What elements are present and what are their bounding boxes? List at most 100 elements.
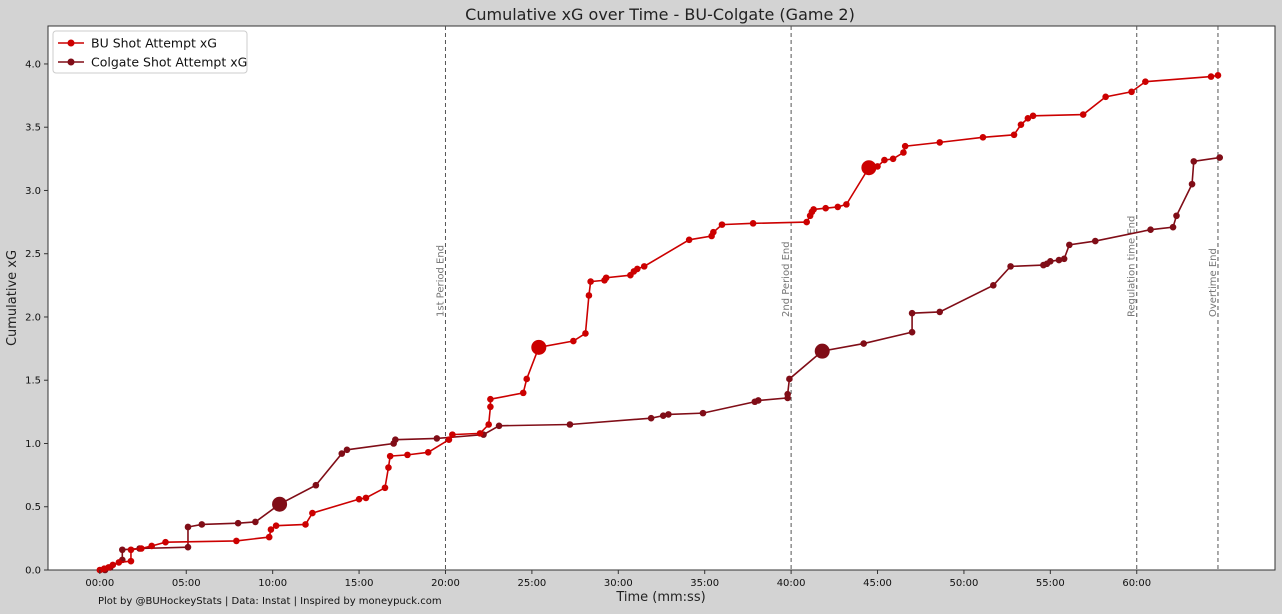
data-point [184,523,192,531]
y-axis-label: Cumulative xG [5,250,20,346]
y-tick-label: 3.0 [25,186,41,197]
data-point [1214,72,1222,79]
data-point [495,422,503,430]
data-point [523,375,531,383]
data-point [338,450,346,457]
data-point [1147,226,1154,233]
y-tick-label: 1.0 [25,439,41,450]
data-point [1188,180,1196,188]
goal-marker [272,496,288,512]
data-point [786,375,793,383]
data-point [485,421,492,428]
data-point [908,328,916,336]
goal-marker [861,160,877,176]
legend-label: Colgate Shot Attempt xG [91,55,247,70]
data-point [979,134,987,141]
y-tick-label: 1.5 [25,376,41,387]
data-point [936,308,944,316]
data-point [392,436,399,443]
data-point [272,522,280,530]
data-point [476,430,484,437]
data-point [115,559,123,566]
data-point [1010,131,1018,139]
data-point [309,509,316,517]
data-point [1079,111,1087,118]
data-point [1207,73,1215,80]
data-point [881,156,888,164]
data-point [640,263,648,270]
data-point [718,221,726,228]
series-0 [96,72,1222,574]
data-point [445,436,453,443]
data-point [385,464,392,471]
data-point [1102,93,1109,101]
data-point [1066,241,1073,249]
data-point [566,421,574,428]
goal-marker [531,339,547,355]
data-point [162,538,169,546]
x-tick-label: 40:00 [777,578,806,589]
data-point [582,330,589,337]
x-tick-label: 55:00 [1036,578,1065,589]
data-point [822,204,829,212]
data-point [312,481,320,489]
data-point [889,155,897,163]
legend-swatch-marker [67,39,75,47]
data-point [487,403,494,411]
data-point [634,265,641,273]
x-tick-label: 05:00 [172,578,201,589]
plot-area [47,25,1276,571]
data-point [109,561,117,569]
x-tick-label: 25:00 [517,578,546,589]
data-point [1055,256,1063,264]
data-point [1047,258,1054,265]
period-end-label: 1st Period End [435,245,446,317]
data-point [587,278,594,285]
data-point [1017,121,1025,128]
period-end-label: Regulation time End [1127,216,1138,317]
data-point [901,142,909,150]
data-point [810,206,817,213]
data-point [487,395,494,403]
data-point [784,390,791,398]
y-tick-label: 2.5 [25,249,41,260]
data-point [1024,115,1032,122]
x-tick-label: 15:00 [345,578,374,589]
data-point [119,546,126,554]
x-tick-label: 00:00 [85,578,114,589]
data-point [234,519,242,527]
data-point [252,518,259,526]
legend-swatch-marker [67,58,75,66]
data-point [449,431,456,438]
x-tick-label: 30:00 [604,578,633,589]
data-point [362,494,370,502]
x-tick-label: 60:00 [1122,578,1151,589]
legend-label: BU Shot Attempt xG [91,36,217,51]
data-point [908,309,916,317]
data-point [990,282,997,289]
data-point [936,139,944,146]
data-point [302,521,309,528]
data-point [1128,88,1135,96]
data-point [665,411,672,418]
data-point [1091,237,1099,245]
period-end-label: Overtime End [1208,248,1219,317]
data-point [184,543,192,551]
data-point [233,537,240,545]
y-tick-label: 0.5 [25,502,41,513]
data-point [1216,154,1223,161]
data-point [198,521,206,528]
data-point [355,495,363,503]
legend: BU Shot Attempt xG Colgate Shot Attempt x… [52,30,248,74]
y-tick-label: 0.0 [25,566,41,577]
data-point [647,414,655,422]
data-point [710,228,717,236]
data-point [699,409,707,417]
data-point [749,220,757,227]
data-point [843,201,850,208]
data-point [265,533,273,541]
period-end-label: 2nd Period End [781,241,792,317]
data-point [343,446,351,454]
data-point [900,149,907,156]
